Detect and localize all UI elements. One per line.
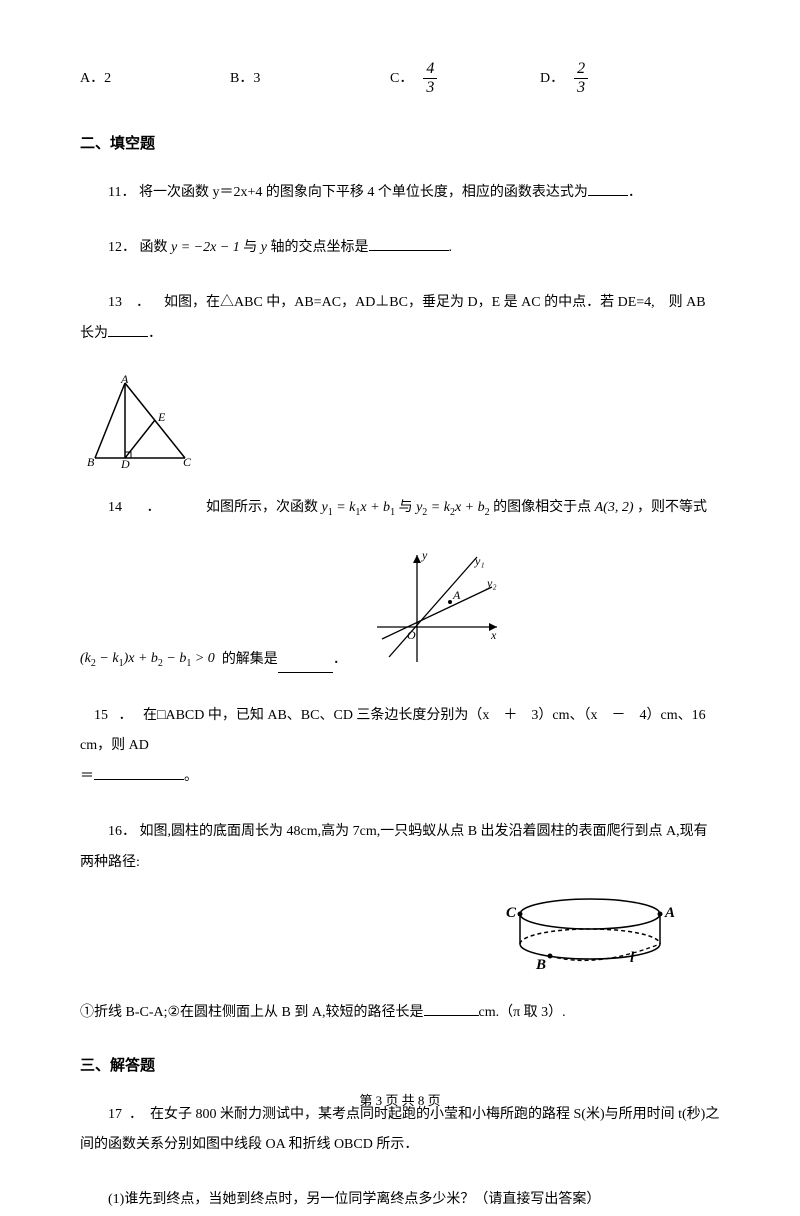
q12-blank xyxy=(369,237,449,251)
option-d-den: 3 xyxy=(574,79,588,97)
tri-label-a: A xyxy=(120,373,129,386)
tri-label-c: C xyxy=(183,455,192,468)
svg-text:O: O xyxy=(407,628,416,642)
svg-text:y₂: y₂ xyxy=(486,576,497,590)
question-16: 16． 如图,圆柱的底面周长为 48cm,高为 7cm,一只蚂蚁从点 B 出发沿… xyxy=(80,817,720,879)
q17-sub1: (1)谁先到终点，当她到终点时，另一位同学离终点多少米？（请直接写出答案） xyxy=(108,1192,600,1207)
q17-text1: 在女子 800 米耐力测试中，某考点同时起跑的小莹和小梅所跑的路程 S(米)与所… xyxy=(80,1107,719,1153)
question-14-line2: (k2 − k1)x + b2 − b1 > 0 的解集是 ． y x O A y… xyxy=(80,547,720,676)
svg-text:A: A xyxy=(664,905,675,921)
option-a-value: 2 xyxy=(104,66,111,91)
q14-inequality: (k2 − k1)x + b2 − b1 > 0 xyxy=(80,646,215,673)
q14-text1: 如图所示，次函数 xyxy=(206,500,318,515)
q15-text2: ＝ xyxy=(80,769,94,784)
question-17-sub1: (1)谁先到终点，当她到终点时，另一位同学离终点多少米？（请直接写出答案） xyxy=(80,1185,720,1216)
q14-num: 14 xyxy=(108,500,122,515)
q12-text2: 与 xyxy=(243,240,257,255)
svg-text:y₁: y₁ xyxy=(474,554,485,568)
question-16b: ①折线 B-C-A;②在圆柱侧面上从 B 到 A,较短的路径长是 cm.（π 取 … xyxy=(80,998,720,1029)
q13-num: 13 xyxy=(108,295,122,310)
svg-text:C: C xyxy=(506,905,517,921)
q15-text1: 在□ABCD 中，已知 AB、BC、CD 三条边长度分别为（x ＋ 3）cm、（… xyxy=(80,708,720,754)
option-c-den: 3 xyxy=(423,79,437,97)
q14-sep: ． xyxy=(147,500,161,515)
q13-blank xyxy=(108,323,148,337)
q13-text3: ． xyxy=(148,326,162,341)
svg-text:x: x xyxy=(490,628,497,642)
q14-f1: y1 = k1x + b1 xyxy=(322,500,396,515)
option-c-letter: C． xyxy=(390,66,413,91)
option-a: A． 2 xyxy=(80,66,230,91)
tri-label-b: B xyxy=(87,455,95,468)
q15-sep: ． xyxy=(119,708,133,723)
svg-text:y: y xyxy=(421,548,428,562)
q11-text1: 将一次函数 y＝2x+4 的图象向下平移 4 个单位长度，相应的函数表达式为 xyxy=(139,185,588,200)
q14-text2: 与 xyxy=(399,500,413,515)
q12-text3: 轴的交点坐标是 xyxy=(271,240,369,255)
q16-text1: 如图,圆柱的底面周长为 48cm,高为 7cm,一只蚂蚁从点 B 出发沿着圆柱的… xyxy=(80,824,708,870)
q16-blank xyxy=(424,1002,479,1016)
section-3-header: 三、解答题 xyxy=(80,1053,720,1080)
question-12: 12． 函数 y = −2x − 1 与 y 轴的交点坐标是. xyxy=(80,233,720,264)
svg-text:B: B xyxy=(535,957,546,973)
q14-text6: ． xyxy=(333,647,347,672)
cylinder-figure: C A B l xyxy=(80,889,680,988)
q14-text3: 的图像相交于点 xyxy=(493,500,591,515)
q15-num: 15 xyxy=(94,708,108,723)
option-b-letter: B． xyxy=(230,66,253,91)
triangle-svg: A B C D E xyxy=(85,373,195,468)
tri-label-d: D xyxy=(120,457,130,468)
q14-text5: 的解集是 xyxy=(222,647,278,672)
option-d-fraction: 2 3 xyxy=(574,60,588,96)
q16-num: 16． xyxy=(108,824,136,839)
q11-text2: ． xyxy=(628,185,642,200)
page-footer: 第 3 页 共 8 页 xyxy=(0,1089,800,1112)
q16-text2: ①折线 B-C-A;②在圆柱侧面上从 B 到 A,较短的路径长是 xyxy=(80,1005,424,1020)
question-11: 11． 将一次函数 y＝2x+4 的图象向下平移 4 个单位长度，相应的函数表达… xyxy=(80,178,720,209)
q16-text3: cm.（π 取 3）. xyxy=(479,1005,566,1020)
option-d: D． 2 3 xyxy=(540,60,588,96)
q14-text4: ，则不等式 xyxy=(637,500,707,515)
options-row: A． 2 B． 3 C． 4 3 D． 2 3 xyxy=(80,60,720,96)
question-14-line1: 14 ． 如图所示，次函数 y1 = k1x + b1 与 y2 = k2x +… xyxy=(80,493,720,524)
option-b-value: 3 xyxy=(253,66,260,91)
cylinder-svg: C A B l xyxy=(500,889,680,979)
graph-figure: y x O A y₁ y₂ xyxy=(367,547,507,676)
q12-num: 12． xyxy=(108,240,136,255)
graph-svg: y x O A y₁ y₂ xyxy=(367,547,507,667)
question-15: 15 ． 在□ABCD 中，已知 AB、BC、CD 三条边长度分别为（x ＋ 3… xyxy=(80,701,720,793)
option-a-letter: A． xyxy=(80,66,104,91)
option-b: B． 3 xyxy=(230,66,390,91)
option-d-num: 2 xyxy=(574,60,588,79)
q11-num: 11． xyxy=(108,185,135,200)
q14-blank xyxy=(278,659,333,673)
svg-text:A: A xyxy=(452,588,461,602)
option-c-num: 4 xyxy=(423,60,437,79)
option-c: C． 4 3 xyxy=(390,60,540,96)
q13-sep: ． xyxy=(136,295,150,310)
question-13: 13 ． 如图，在△ABC 中，AB=AC，AD⊥BC，垂足为 D，E 是 AC… xyxy=(80,288,720,350)
q12-text1: 函数 xyxy=(140,240,168,255)
q14-f2: y2 = k2x + b2 xyxy=(416,500,490,515)
tri-label-e: E xyxy=(157,410,166,424)
q15-text3: 。 xyxy=(184,769,198,784)
q13-text1: 如图，在△ABC 中，AB=AC，AD⊥BC，垂足为 D，E 是 AC 的中点．… xyxy=(164,295,655,310)
option-d-letter: D． xyxy=(540,66,564,91)
q12-text4: . xyxy=(449,240,453,255)
q12-formula: y = −2x − 1 xyxy=(171,240,240,255)
q14-point: A(3, 2) xyxy=(595,500,634,515)
q12-var: y xyxy=(261,240,267,255)
q11-blank xyxy=(588,182,628,196)
q15-blank xyxy=(94,766,184,780)
triangle-figure: A B C D E xyxy=(85,373,720,477)
option-c-fraction: 4 3 xyxy=(423,60,437,96)
section-2-header: 二、填空题 xyxy=(80,131,720,158)
